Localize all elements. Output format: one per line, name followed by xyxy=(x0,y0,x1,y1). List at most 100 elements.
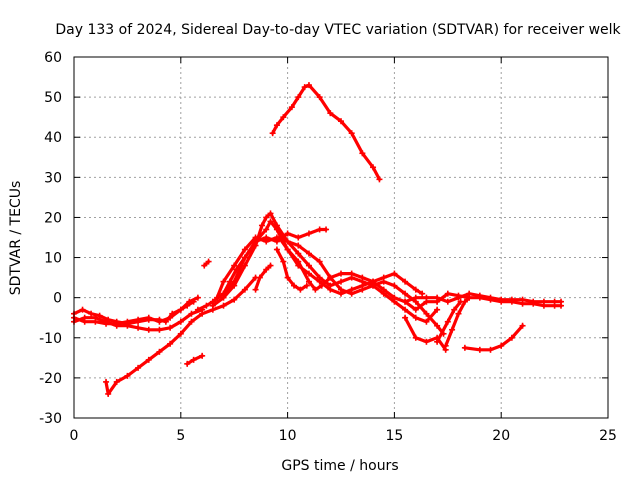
data-point xyxy=(558,302,565,309)
data-point xyxy=(241,246,248,253)
data-point xyxy=(280,114,287,121)
data-point xyxy=(466,294,473,301)
data-point xyxy=(451,306,458,313)
data-point xyxy=(124,318,131,325)
data-point xyxy=(391,298,398,305)
data-point xyxy=(402,306,409,313)
data-point xyxy=(273,246,280,253)
data-point xyxy=(461,344,468,351)
data-point xyxy=(263,266,270,273)
data-point xyxy=(188,318,195,325)
data-point xyxy=(519,300,526,307)
data-point xyxy=(135,364,142,371)
data-point xyxy=(305,270,312,277)
data-point xyxy=(540,302,547,309)
data-point xyxy=(376,176,383,183)
data-point xyxy=(186,298,193,305)
data-point xyxy=(338,290,344,297)
data-point xyxy=(177,318,184,325)
data-point xyxy=(167,340,174,347)
data-point xyxy=(316,94,323,101)
data-point xyxy=(402,314,409,321)
data-point xyxy=(92,318,99,325)
data-point xyxy=(487,346,494,353)
data-point xyxy=(412,306,419,313)
data-point xyxy=(280,258,287,265)
data-point xyxy=(530,300,537,307)
data-point xyxy=(498,298,505,305)
data-point xyxy=(241,286,248,293)
data-point xyxy=(103,378,110,385)
x-tick-label: 5 xyxy=(176,428,185,444)
data-point xyxy=(214,294,221,301)
series-group xyxy=(71,82,565,397)
data-point xyxy=(124,372,131,379)
data-point xyxy=(508,298,515,305)
chart-title: Day 133 of 2024, Sidereal Day-to-day VTE… xyxy=(55,22,621,38)
data-point xyxy=(359,282,366,289)
data-point xyxy=(338,118,344,125)
data-point xyxy=(370,278,377,285)
data-point xyxy=(291,282,298,289)
data-point xyxy=(455,292,462,299)
data-point xyxy=(190,356,197,363)
y-tick-label: 40 xyxy=(44,130,62,146)
data-point xyxy=(508,334,515,341)
data-point xyxy=(269,130,276,137)
series-track-s xyxy=(435,300,463,344)
data-point xyxy=(113,378,120,385)
data-point xyxy=(79,306,86,313)
data-point xyxy=(412,314,419,321)
data-point xyxy=(273,238,280,245)
data-point xyxy=(205,258,212,265)
data-point xyxy=(273,222,280,229)
data-point xyxy=(220,302,227,309)
data-point xyxy=(194,306,201,313)
data-point xyxy=(297,286,304,293)
data-point xyxy=(327,110,334,117)
tick-labels: 0 5 10 15 20 25 -30 -20 -10 0 10 20 30 40 50 60 xyxy=(39,50,617,444)
data-point xyxy=(256,274,263,281)
data-point xyxy=(177,306,184,313)
x-tick-label: 20 xyxy=(492,428,510,444)
data-point xyxy=(156,348,163,355)
data-point xyxy=(267,210,274,217)
x-tick-label: 25 xyxy=(599,428,617,444)
data-point xyxy=(220,278,227,285)
data-point xyxy=(103,320,110,327)
data-point xyxy=(188,310,195,317)
y-tick-label: 0 xyxy=(53,291,62,307)
data-point xyxy=(402,278,409,285)
data-point xyxy=(338,270,344,277)
data-point xyxy=(305,82,312,89)
data-point xyxy=(284,246,291,253)
y-tick-label: -30 xyxy=(39,411,62,427)
data-point xyxy=(327,286,334,293)
data-point xyxy=(267,262,274,269)
data-point xyxy=(323,226,330,233)
data-point xyxy=(295,262,302,269)
data-point xyxy=(199,310,206,317)
data-point xyxy=(434,306,441,313)
y-axis-label: SDTVAR / TECUs xyxy=(8,181,24,296)
data-point xyxy=(295,250,302,257)
data-point xyxy=(135,324,142,331)
data-point xyxy=(263,214,270,221)
data-point xyxy=(305,230,312,237)
data-point xyxy=(295,242,302,249)
data-point xyxy=(434,338,441,345)
data-point xyxy=(305,262,312,269)
data-point xyxy=(412,334,419,341)
data-point xyxy=(412,294,419,301)
data-point xyxy=(231,278,238,285)
series-track-n xyxy=(271,83,381,181)
data-point xyxy=(305,278,312,285)
data-point xyxy=(113,320,120,327)
data-point xyxy=(391,270,398,277)
data-point xyxy=(444,318,451,325)
data-point xyxy=(284,274,291,281)
data-point xyxy=(391,282,398,289)
grid xyxy=(73,56,609,419)
data-point xyxy=(380,290,387,297)
